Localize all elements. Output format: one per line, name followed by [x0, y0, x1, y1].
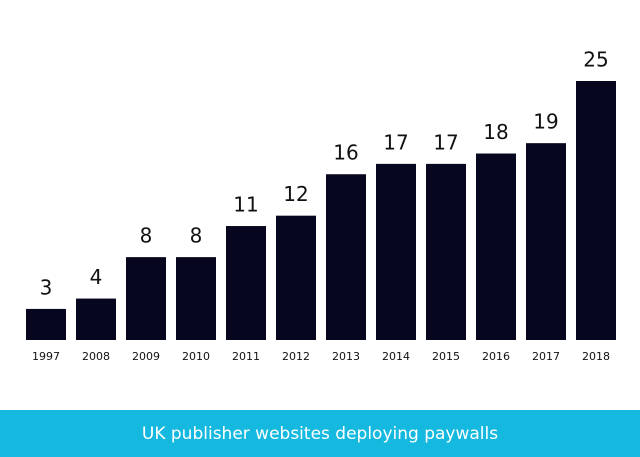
x-tick-label: 2008: [82, 350, 110, 363]
bar: [576, 81, 616, 340]
x-tick-label: 1997: [32, 350, 60, 363]
bar: [426, 163, 466, 340]
bar: [26, 308, 66, 340]
bar: [476, 153, 516, 340]
data-label: 25: [583, 48, 608, 72]
data-label: 17: [433, 130, 458, 154]
x-tick-label: 2016: [482, 350, 510, 363]
data-label: 18: [483, 120, 508, 144]
data-label: 8: [190, 224, 203, 248]
bar: [376, 163, 416, 340]
bar: [226, 226, 266, 340]
title-band: [0, 410, 640, 457]
x-tick-label: 2014: [382, 350, 410, 363]
data-label: 8: [140, 224, 153, 248]
bar: [126, 257, 166, 340]
bar: [326, 174, 366, 340]
x-tick-label: 2010: [182, 350, 210, 363]
x-tick-label: 2012: [282, 350, 310, 363]
bar: [176, 257, 216, 340]
x-tick-label: 2011: [232, 350, 260, 363]
data-label: 16: [333, 141, 358, 165]
bar: [276, 215, 316, 340]
x-tick-label: 2013: [332, 350, 360, 363]
data-label: 17: [383, 130, 408, 154]
x-tick-label: 2018: [582, 350, 610, 363]
data-label: 12: [283, 182, 308, 206]
data-label: 4: [90, 265, 103, 289]
data-label: 3: [40, 275, 53, 299]
x-tick-label: 2017: [532, 350, 560, 363]
data-label: 19: [533, 110, 558, 134]
chart-title: UK publisher websites deploying paywalls: [142, 424, 498, 444]
x-tick-label: 2015: [432, 350, 460, 363]
bar: [76, 298, 116, 340]
x-tick-label: 2009: [132, 350, 160, 363]
data-label: 11: [233, 193, 258, 217]
bar: [526, 143, 566, 340]
